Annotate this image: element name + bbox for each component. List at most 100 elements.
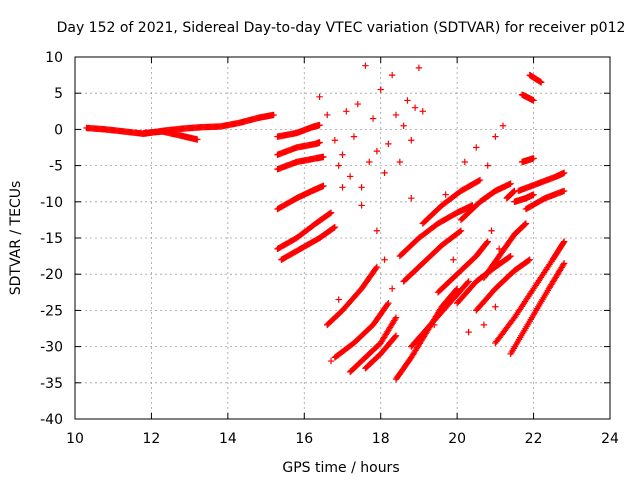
data-point <box>530 97 537 104</box>
data-point <box>484 238 491 245</box>
data-point <box>411 104 419 111</box>
data-point <box>381 256 388 263</box>
data-point <box>327 209 335 216</box>
data-point <box>530 191 537 198</box>
x-tick-label: 14 <box>219 431 237 447</box>
x-axis-label: GPS time / hours <box>282 460 399 476</box>
data-point <box>372 264 380 272</box>
data-point <box>396 158 404 166</box>
data-point <box>456 228 464 235</box>
data-point <box>330 224 338 231</box>
data-point <box>358 202 365 209</box>
data-point <box>270 111 277 119</box>
tick-labels: 10 12 14 16 18 20 22 24 -40 -35 -30 -25 -20 -15 -10 -5 0… <box>40 50 619 447</box>
data-point <box>369 115 377 122</box>
data-point <box>442 191 449 198</box>
data-point <box>373 227 381 234</box>
data-point <box>560 260 568 267</box>
data-point <box>392 332 400 339</box>
data-point <box>476 176 484 184</box>
data-point <box>507 252 514 260</box>
data-point <box>316 121 323 129</box>
y-tick-label: -15 <box>40 231 63 247</box>
data-point <box>385 299 392 307</box>
data-point <box>373 147 381 155</box>
data-point <box>475 177 483 184</box>
data-point <box>408 137 415 144</box>
y-axis-label: SDTVAR / TECUs <box>8 181 24 296</box>
y-tick-label: -30 <box>40 340 63 356</box>
data-point <box>480 321 488 329</box>
data-point <box>488 227 495 234</box>
axis-ticks <box>74 56 611 420</box>
data-point <box>377 86 384 93</box>
chart-title: Day 152 of 2021, Sidereal Day-to-day VTE… <box>57 20 626 36</box>
data-point <box>492 303 499 310</box>
data-point <box>495 245 503 253</box>
x-tick-label: 12 <box>143 431 161 447</box>
x-tick-label: 10 <box>66 431 84 447</box>
data-point <box>419 108 426 115</box>
data-point <box>320 153 327 161</box>
data-point <box>560 238 568 245</box>
data-point <box>506 253 513 260</box>
data-point <box>339 151 346 158</box>
data-point <box>343 108 350 115</box>
data-point <box>511 187 518 195</box>
y-tick-label: -35 <box>40 376 63 392</box>
data-point <box>450 256 457 263</box>
data-point <box>331 137 339 144</box>
data-point <box>560 239 567 246</box>
data-point <box>560 169 568 177</box>
y-tick-label: 10 <box>45 50 63 66</box>
x-tick-label: 20 <box>448 431 466 447</box>
data-point <box>335 296 342 303</box>
x-tick-label: 24 <box>601 431 619 447</box>
data-point <box>499 122 507 129</box>
data-point <box>339 184 346 191</box>
data-point <box>326 210 334 217</box>
data-points <box>83 62 568 383</box>
data-point <box>525 257 533 264</box>
y-tick-label: -10 <box>40 195 63 211</box>
data-point <box>346 173 354 180</box>
data-point <box>465 328 472 336</box>
data-point <box>461 158 468 166</box>
data-point <box>560 261 567 268</box>
data-point <box>431 321 438 329</box>
data-point <box>492 133 499 140</box>
data-point <box>484 162 491 169</box>
data-point <box>377 310 384 318</box>
data-point <box>331 223 339 231</box>
data-point <box>335 162 342 169</box>
data-point <box>526 256 533 263</box>
data-point <box>530 155 537 162</box>
data-point <box>522 220 530 227</box>
data-point <box>522 220 529 228</box>
data-point <box>366 158 373 166</box>
x-tick-label: 22 <box>525 431 543 447</box>
data-point <box>560 187 568 195</box>
data-point <box>388 71 396 79</box>
data-point <box>521 221 528 228</box>
y-tick-label: -25 <box>40 303 63 319</box>
data-point <box>457 227 465 234</box>
data-point <box>194 136 201 143</box>
data-point <box>350 133 358 140</box>
data-point <box>465 278 472 285</box>
data-point <box>473 144 480 151</box>
data-point <box>362 62 369 69</box>
data-point <box>358 184 365 191</box>
data-point <box>324 111 331 119</box>
data-point <box>327 357 335 365</box>
data-point <box>408 194 415 202</box>
y-tick-label: -20 <box>40 267 63 283</box>
data-point <box>392 111 400 119</box>
y-tick-label: -5 <box>49 159 63 175</box>
data-point <box>483 239 491 246</box>
data-point <box>354 100 361 108</box>
data-point <box>538 79 545 86</box>
data-point <box>400 122 407 129</box>
data-point <box>392 314 400 321</box>
